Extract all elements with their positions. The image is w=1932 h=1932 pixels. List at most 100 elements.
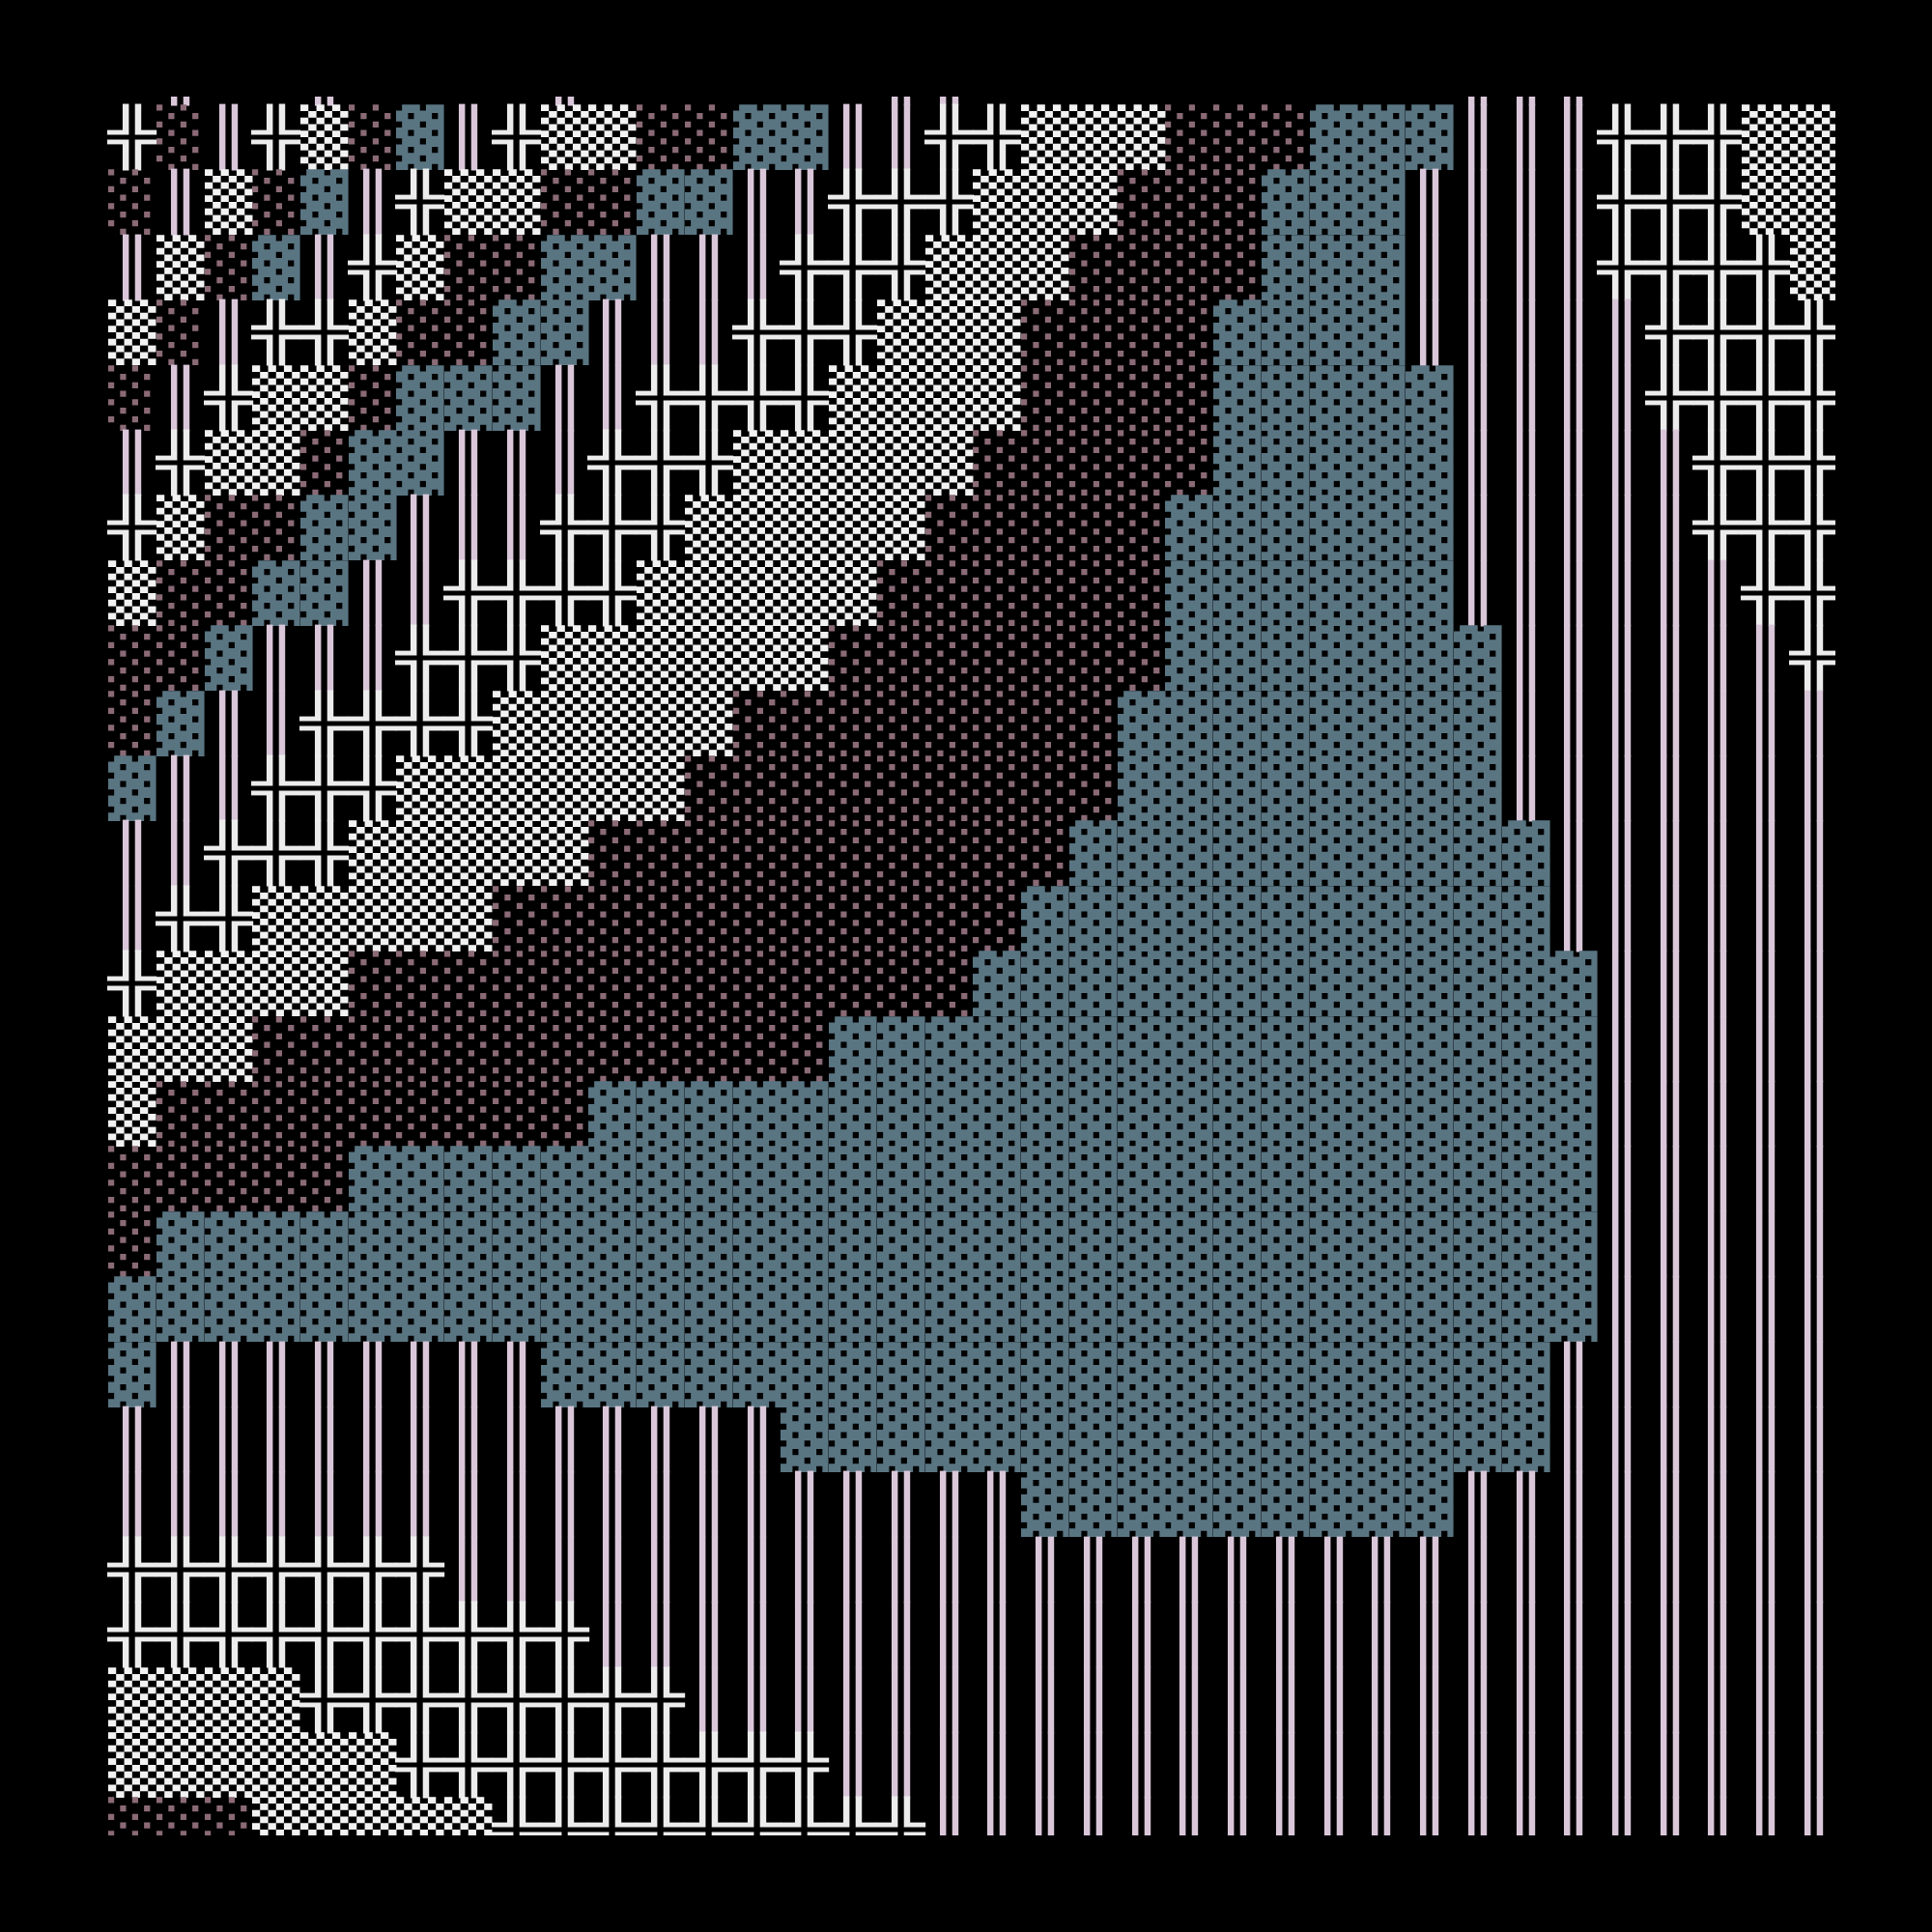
glyph-dark-shade: ▓ — [1165, 820, 1213, 887]
glyph-light-shade: ░ — [1068, 690, 1118, 756]
glyph-light-shade: ░ — [1068, 299, 1118, 366]
glyph-light-shade: ░ — [1165, 169, 1213, 236]
glyph-double-vertical: ║ — [1597, 1210, 1646, 1277]
glyph-double-vertical: ║ — [1597, 1471, 1646, 1538]
glyph-double-cross: ╬ — [300, 1602, 349, 1668]
glyph-dark-shade: ▓ — [1309, 1406, 1358, 1472]
glyph-medium-shade: ▒ — [156, 234, 205, 300]
glyph-double-vertical: ║ — [588, 1602, 637, 1668]
glyph-light-shade: ░ — [684, 885, 733, 952]
glyph-double-vertical: ║ — [444, 1341, 493, 1407]
glyph-double-vertical: ║ — [396, 1471, 444, 1538]
glyph-double-vertical: ║ — [1549, 625, 1598, 692]
glyph-medium-shade: ▒ — [973, 169, 1021, 236]
glyph-dark-shade: ▓ — [1357, 495, 1406, 561]
glyph-double-vertical: ║ — [1549, 885, 1598, 952]
glyph-dark-shade: ▓ — [540, 1210, 589, 1277]
glyph-dark-shade: ▓ — [540, 1146, 589, 1212]
glyph-double-cross: ╬ — [1597, 234, 1646, 300]
glyph-double-vertical: ║ — [1693, 625, 1742, 692]
glyph-double-vertical: ║ — [1789, 820, 1835, 887]
glyph-dark-shade: ▓ — [1165, 690, 1213, 756]
glyph-double-cross: ╬ — [396, 690, 444, 756]
glyph-double-vertical: ║ — [1693, 1210, 1742, 1277]
glyph-double-vertical: ║ — [204, 1471, 253, 1538]
glyph-double-cross: ╬ — [1742, 559, 1790, 626]
glyph-medium-shade: ▒ — [300, 1732, 349, 1798]
glyph-double-vertical: ║ — [876, 1732, 925, 1798]
glyph-double-cross: ╬ — [1742, 364, 1790, 431]
glyph-dark-shade: ▓ — [540, 234, 589, 300]
glyph-medium-shade: ▒ — [348, 1732, 397, 1798]
glyph-double-vertical: ║ — [1693, 690, 1742, 756]
glyph-double-cross: ╬ — [732, 299, 781, 366]
glyph-dark-shade: ▓ — [1357, 169, 1406, 236]
glyph-double-vertical: ║ — [1453, 1536, 1502, 1603]
glyph-medium-shade: ▒ — [781, 625, 829, 692]
glyph-double-vertical: ║ — [1453, 1732, 1502, 1798]
glyph-double-cross: ╬ — [300, 820, 349, 887]
glyph-medium-shade: ▒ — [829, 364, 877, 431]
glyph-double-vertical: ║ — [973, 1536, 1021, 1603]
glyph-dark-shade: ▓ — [1165, 755, 1213, 821]
glyph-double-cross: ╬ — [156, 1536, 205, 1603]
glyph-light-shade: ░ — [588, 951, 637, 1017]
glyph-double-cross: ╬ — [876, 169, 925, 236]
glyph-light-shade: ░ — [876, 755, 925, 821]
glyph-dark-shade: ▓ — [1549, 1081, 1598, 1147]
glyph-dark-shade: ▓ — [1213, 690, 1262, 756]
glyph-double-vertical: ║ — [1789, 690, 1835, 756]
glyph-double-vertical: ║ — [1693, 755, 1742, 821]
glyph-double-cross: ╬ — [156, 885, 205, 952]
glyph-dark-shade: ▓ — [1261, 1015, 1310, 1082]
glyph-medium-shade: ▒ — [300, 885, 349, 952]
glyph-double-vertical: ║ — [1117, 1666, 1166, 1733]
glyph-double-cross: ╬ — [684, 364, 733, 431]
glyph-dark-shade: ▓ — [252, 1210, 300, 1277]
glyph-dark-shade: ▓ — [588, 1341, 637, 1407]
glyph-double-vertical: ║ — [1501, 1732, 1550, 1798]
glyph-double-vertical: ║ — [1501, 1602, 1550, 1668]
glyph-double-vertical: ║ — [829, 1536, 877, 1603]
glyph-dark-shade: ▓ — [1309, 430, 1358, 496]
glyph-dark-shade: ▓ — [1117, 690, 1166, 756]
glyph-double-vertical: ║ — [1693, 1406, 1742, 1472]
glyph-light-shade: ░ — [1021, 625, 1069, 692]
glyph-double-vertical: ║ — [1693, 1015, 1742, 1082]
glyph-dark-shade: ▓ — [1021, 1081, 1069, 1147]
glyph-dark-shade: ▓ — [1501, 1341, 1550, 1407]
glyph-dark-shade: ▓ — [396, 364, 444, 431]
glyph-dark-shade: ▓ — [1165, 1210, 1213, 1277]
glyph-dark-shade: ▓ — [492, 299, 541, 366]
glyph-double-cross: ╬ — [300, 299, 349, 366]
glyph-light-shade: ░ — [973, 755, 1021, 821]
glyph-double-cross: ╬ — [540, 1666, 589, 1733]
glyph-double-vertical: ║ — [1501, 169, 1550, 236]
glyph-dark-shade: ▓ — [829, 1406, 877, 1472]
glyph-double-vertical: ║ — [1165, 1732, 1213, 1798]
glyph-light-shade: ░ — [732, 755, 781, 821]
glyph-dark-shade: ▓ — [1309, 1210, 1358, 1277]
glyph-light-shade: ░ — [252, 495, 300, 561]
glyph-double-vertical: ║ — [1789, 1015, 1835, 1082]
glyph-light-shade: ░ — [732, 690, 781, 756]
glyph-double-cross: ╬ — [492, 104, 541, 170]
glyph-double-cross: ╬ — [396, 1666, 444, 1733]
glyph-double-cross: ╬ — [1789, 364, 1835, 431]
glyph-medium-shade: ▒ — [252, 1797, 300, 1835]
glyph-dark-shade: ▓ — [829, 1341, 877, 1407]
glyph-double-cross: ╬ — [204, 1602, 253, 1668]
glyph-double-cross: ╬ — [1693, 495, 1742, 561]
glyph-double-cross: ╬ — [204, 364, 253, 431]
glyph-light-shade: ░ — [300, 1081, 349, 1147]
glyph-double-vertical: ║ — [1406, 1536, 1454, 1603]
glyph-double-vertical: ║ — [1068, 1732, 1118, 1798]
glyph-light-shade: ░ — [348, 104, 397, 170]
glyph-light-shade: ░ — [781, 820, 829, 887]
glyph-dark-shade: ▓ — [1501, 1276, 1550, 1343]
glyph-medium-shade: ▒ — [924, 364, 974, 431]
glyph-medium-shade: ▒ — [108, 1666, 156, 1733]
glyph-medium-shade: ▒ — [444, 755, 493, 821]
glyph-double-vertical: ║ — [1068, 1666, 1118, 1733]
